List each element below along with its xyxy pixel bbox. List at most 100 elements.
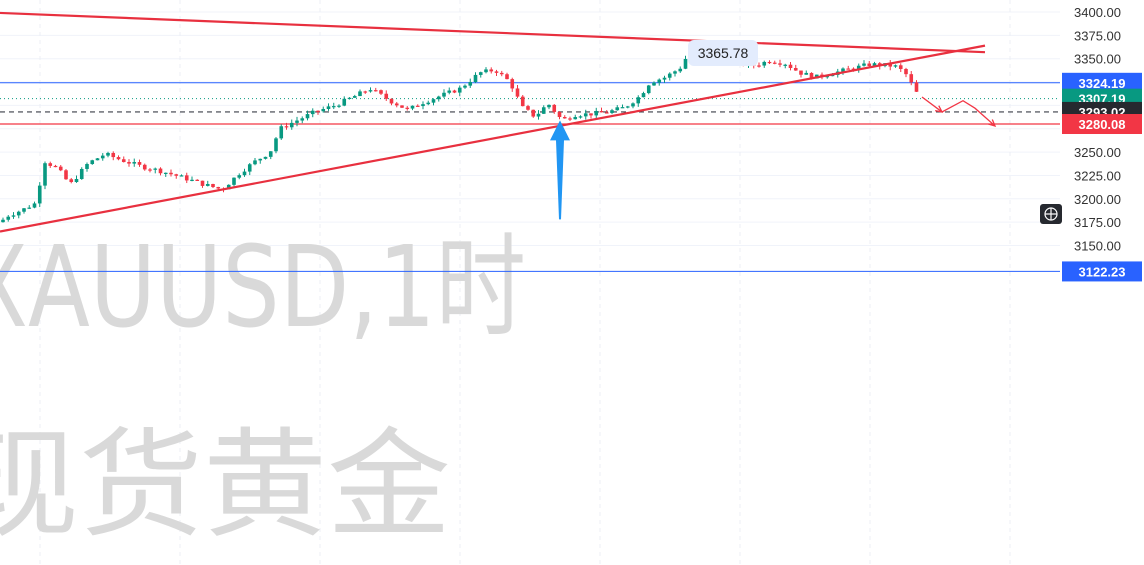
candle-body [494, 71, 499, 73]
candle-body [79, 168, 84, 179]
candle-body [53, 165, 58, 168]
candle-body [16, 211, 21, 216]
candle-body [242, 171, 247, 176]
price-axis[interactable]: 3400.003375.003350.003325.003300.003275.… [1060, 0, 1144, 565]
candle [305, 110, 310, 121]
candle [667, 72, 672, 81]
candle-body [872, 63, 877, 66]
candle [100, 153, 105, 161]
candle [79, 167, 84, 180]
candle [405, 106, 410, 111]
candle [300, 116, 305, 124]
candle-body [762, 61, 767, 66]
candle-body [898, 65, 903, 69]
candle-body [169, 172, 173, 175]
candle [788, 62, 793, 71]
candle-body [326, 106, 331, 109]
candle [158, 167, 163, 176]
candle [552, 104, 557, 114]
candle-body [163, 172, 168, 174]
candle [258, 158, 263, 164]
candle-body [862, 63, 866, 66]
candle [547, 104, 551, 110]
trendlines[interactable] [0, 11, 986, 233]
candle-body [237, 175, 242, 178]
candle [478, 71, 483, 78]
candle-body [615, 107, 620, 111]
crosshair-toggle-icon[interactable] [1040, 204, 1062, 224]
candle-body [116, 157, 121, 160]
candle [421, 101, 425, 110]
candle [205, 180, 210, 187]
price-badge-box [1062, 261, 1142, 282]
candle-body [58, 166, 63, 171]
candle-body [48, 163, 53, 166]
candle-body [757, 65, 761, 67]
candle [678, 66, 683, 73]
candle [232, 177, 236, 187]
support-arrow-icon [550, 120, 570, 220]
candle-body [132, 162, 137, 164]
candle-body [793, 68, 798, 71]
candle [169, 169, 173, 177]
candle-body [300, 118, 305, 121]
candle-body [127, 162, 131, 164]
candle [447, 87, 452, 95]
candle [384, 90, 389, 101]
candle-body [232, 177, 236, 185]
candle-body [195, 179, 200, 181]
candle [95, 157, 100, 161]
candle-body [772, 62, 777, 64]
candle-body [200, 180, 205, 186]
candle-body [394, 103, 399, 106]
candle-body [190, 179, 194, 181]
candle [274, 136, 278, 154]
candle [641, 91, 646, 98]
candle [195, 179, 200, 181]
candle-body [652, 82, 656, 86]
candle [573, 114, 578, 120]
candle [263, 156, 268, 160]
candle-body [631, 103, 635, 107]
candle [342, 96, 347, 107]
candle-body [379, 90, 383, 94]
candle-body [468, 82, 473, 86]
candle-body [295, 120, 299, 123]
candle [43, 161, 47, 190]
candle [888, 60, 893, 71]
candle-body [788, 64, 793, 69]
candle-body [436, 96, 441, 100]
candle [909, 71, 914, 86]
candle [121, 156, 126, 163]
candle-body [216, 187, 221, 189]
chart-watermark: XAUUSD,1时 现货黄金 [0, 223, 526, 554]
candle [463, 84, 467, 89]
price-tick-label: 3400.00 [1074, 5, 1121, 20]
candle [856, 63, 861, 73]
candle-body [599, 110, 604, 113]
candle-body [856, 65, 861, 70]
candle-body [909, 74, 914, 83]
candle [268, 151, 273, 160]
candle-body [137, 162, 142, 165]
candle-body [415, 105, 420, 107]
candle [772, 60, 777, 65]
candle [116, 155, 121, 161]
candle [783, 63, 788, 69]
candle-body [846, 68, 851, 70]
candle-body [64, 170, 68, 180]
candle [153, 167, 158, 174]
candle [436, 95, 441, 102]
candle-body [804, 72, 809, 75]
candle [389, 98, 394, 106]
candle-body [562, 117, 567, 119]
candle [615, 105, 620, 111]
price-badge: 3324.19 [1062, 72, 1142, 93]
trendline-lower-support [0, 44, 986, 233]
candle-body [552, 104, 557, 112]
candle-body [310, 110, 315, 115]
candle [610, 108, 614, 115]
candle [69, 177, 74, 184]
candle-body [211, 184, 215, 188]
